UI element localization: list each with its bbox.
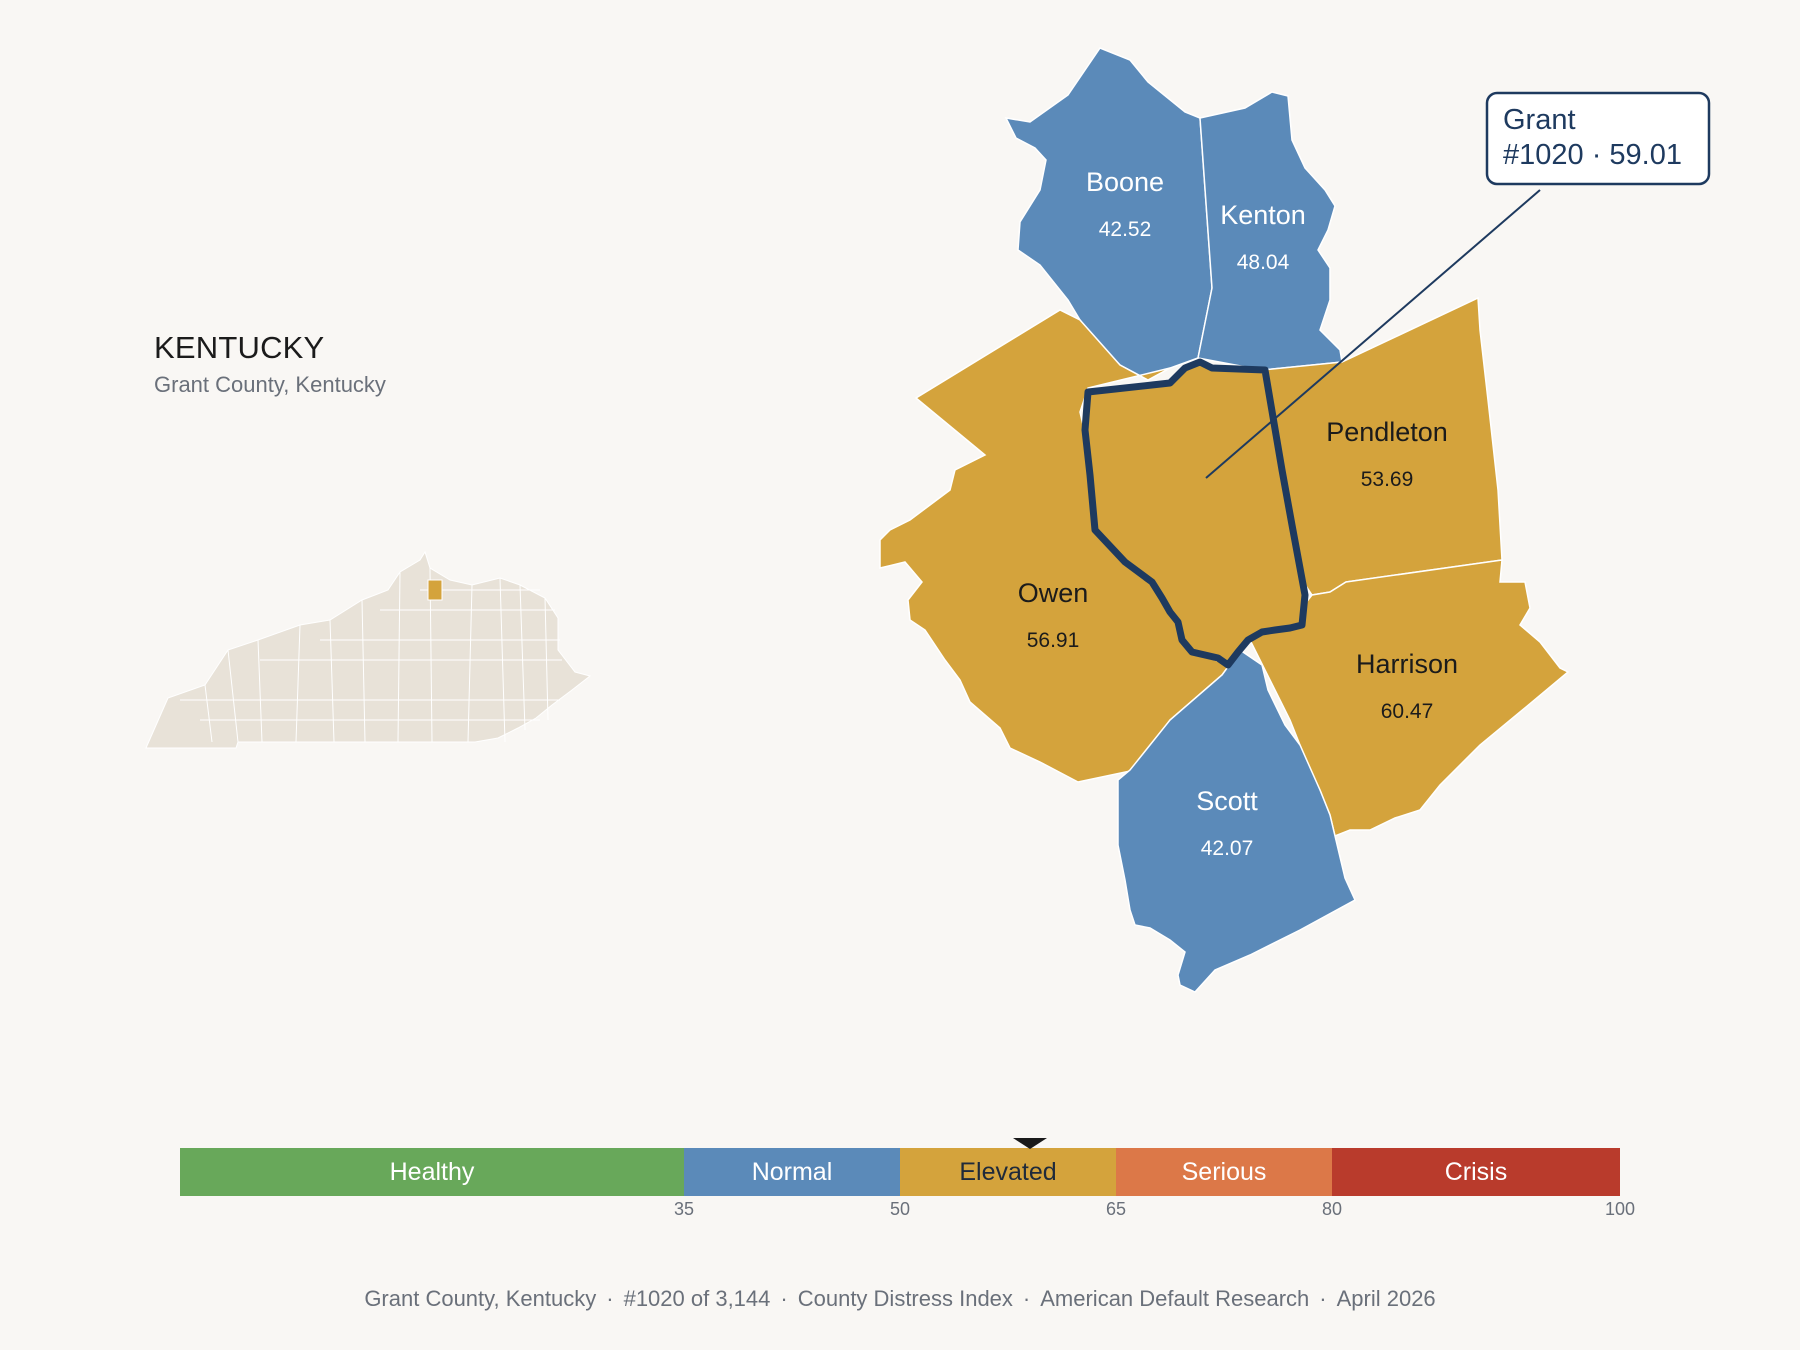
county-name-label: Boone bbox=[1086, 167, 1164, 197]
state-title: KENTUCKY bbox=[154, 330, 325, 365]
callout-rank-score: #1020 · 59.01 bbox=[1503, 139, 1682, 171]
callout-box bbox=[1485, 91, 1711, 186]
county-labels: Boone 42.52 Kenton 48.04 Pendleton 53.69… bbox=[1018, 167, 1458, 860]
legend-bin-normal: Normal bbox=[684, 1148, 900, 1196]
footer-date: April 2026 bbox=[1336, 1286, 1436, 1311]
inset-grant-highlight bbox=[427, 579, 443, 601]
county-score-label: 53.69 bbox=[1361, 468, 1414, 491]
legend-bin-label: Elevated bbox=[959, 1157, 1057, 1186]
distress-legend-bar: Healthy Normal Elevated Serious Crisis bbox=[180, 1148, 1620, 1196]
footer-rank: #1020 of 3,144 bbox=[623, 1286, 771, 1311]
legend-bin-label: Normal bbox=[751, 1157, 833, 1186]
county-scott bbox=[1117, 648, 1356, 993]
callout-leader-line bbox=[1205, 189, 1541, 479]
county-name-label: Kenton bbox=[1220, 200, 1306, 230]
footer-caption: Grant County, Kentucky · #1020 of 3,144 · Co… bbox=[364, 1286, 1436, 1311]
legend-bin-label: Healthy bbox=[389, 1157, 475, 1186]
legend-bin-healthy: Healthy bbox=[180, 1148, 684, 1196]
inset-county-borders bbox=[180, 567, 562, 743]
callout-county-name: Grant bbox=[1503, 104, 1576, 136]
legend-tick: 80 bbox=[1321, 1199, 1343, 1219]
county-score-label: 42.07 bbox=[1201, 837, 1254, 860]
legend-bin-crisis: Crisis bbox=[1332, 1148, 1620, 1196]
footer-index: County Distress Index bbox=[797, 1286, 1013, 1311]
legend-tick: 100 bbox=[1604, 1199, 1636, 1219]
county-grant-focus bbox=[1081, 358, 1309, 669]
map-subtitle: Grant County, Kentucky bbox=[154, 372, 386, 397]
county-name-label: Pendleton bbox=[1326, 417, 1448, 447]
legend-bin-serious: Serious bbox=[1116, 1148, 1332, 1196]
legend-tick: 65 bbox=[1105, 1199, 1127, 1219]
county-score-label: 48.04 bbox=[1237, 251, 1290, 274]
kentucky-inset-map bbox=[145, 550, 592, 749]
legend-tick: 35 bbox=[673, 1199, 695, 1219]
footer-county: Grant County, Kentucky bbox=[364, 1286, 597, 1311]
legend-tick: 50 bbox=[889, 1199, 911, 1219]
legend-bin-label: Serious bbox=[1181, 1157, 1267, 1186]
county-score-label: 60.47 bbox=[1381, 700, 1434, 723]
kentucky-state-shape bbox=[145, 550, 592, 749]
footer-org: American Default Research bbox=[1040, 1286, 1310, 1311]
county-name-label: Owen bbox=[1018, 578, 1089, 608]
focus-callout: Grant #1020 · 59.01 bbox=[1205, 91, 1711, 479]
county-name-label: Harrison bbox=[1356, 649, 1458, 679]
county-score-label: 42.52 bbox=[1099, 218, 1152, 241]
county-score-label: 56.91 bbox=[1027, 629, 1080, 652]
legend-bin-elevated: Elevated bbox=[900, 1148, 1116, 1196]
legend-value-marker bbox=[1012, 1138, 1047, 1149]
legend-bin-label: Crisis bbox=[1444, 1157, 1508, 1186]
county-name-label: Scott bbox=[1196, 786, 1258, 816]
county-kenton bbox=[1197, 91, 1343, 371]
